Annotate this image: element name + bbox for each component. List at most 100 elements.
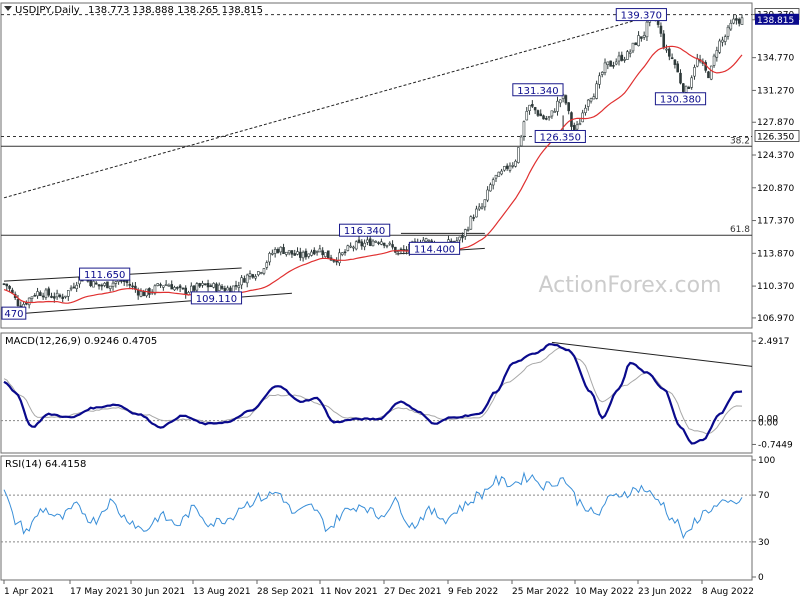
candle-body xyxy=(217,284,221,291)
level-price-box xyxy=(754,130,800,142)
candle-body xyxy=(195,283,199,291)
candle-body xyxy=(665,48,668,51)
candle-body xyxy=(61,296,65,299)
price-tick-label: 113.870 xyxy=(757,249,794,259)
candle-body xyxy=(279,246,283,253)
candle-body xyxy=(606,61,610,65)
candle-body xyxy=(262,268,266,274)
candle-body xyxy=(676,63,680,73)
candle-body xyxy=(33,295,37,297)
candle-body xyxy=(581,112,584,123)
candle-body xyxy=(558,99,562,104)
candle-body xyxy=(315,251,319,253)
date-tick-label: 25 Mar 2022 xyxy=(512,587,569,597)
price-annotation: 114.400 xyxy=(408,241,461,255)
candle-body xyxy=(89,280,92,287)
candle-body xyxy=(128,283,132,286)
candle-body xyxy=(494,174,498,179)
ohlc-values: 138.773 138.888 138.265 138.815 xyxy=(88,5,263,16)
date-tick-label: 1 Apr 2021 xyxy=(4,587,54,597)
price-tick-label: 124.370 xyxy=(757,151,794,161)
rsi-tick-label: 100 xyxy=(758,456,775,466)
level-price-label: 126.350 xyxy=(757,132,794,142)
date-tick-label: 11 Nov 2021 xyxy=(320,587,378,597)
symbol-label: USDJPY,Daily xyxy=(15,5,80,16)
candle-body xyxy=(718,40,721,53)
date-axis: 1 Apr 2021 17 May 2021 30 Jun 2021 13 Aug 2… xyxy=(3,580,754,597)
candle-body xyxy=(97,284,101,287)
candle-body xyxy=(427,239,431,242)
date-tick-label: 27 Dec 2021 xyxy=(384,587,442,597)
candle-body xyxy=(240,277,243,286)
candle-body xyxy=(310,251,313,256)
candle-body xyxy=(391,244,394,248)
macd-tick-label: -0.7449 xyxy=(758,440,793,450)
candle-body xyxy=(159,284,162,286)
annotation-text: 126.350 xyxy=(540,132,581,143)
candle-body xyxy=(66,290,70,297)
annotation-text: 131.340 xyxy=(517,86,558,97)
candle-body xyxy=(477,206,481,210)
candle-body xyxy=(572,125,576,131)
date-tick-label: 28 Sep 2021 xyxy=(257,587,314,597)
macd-line xyxy=(3,343,743,445)
candle-body xyxy=(505,165,509,169)
candle-body xyxy=(27,297,31,306)
candle-body xyxy=(637,35,640,47)
candle-body xyxy=(374,241,378,243)
candlestick-series xyxy=(2,8,744,311)
candle-body xyxy=(164,284,168,286)
current-price-label: 138.815 xyxy=(757,16,794,26)
candle-body xyxy=(385,244,389,247)
macd-tick-label: 0.00 xyxy=(758,415,778,425)
candle-body xyxy=(203,283,207,286)
date-tick-label: 9 Feb 2022 xyxy=(448,587,498,597)
price-tick-label: 127.870 xyxy=(757,118,794,128)
candle-body xyxy=(290,250,294,255)
candle-body xyxy=(480,206,484,209)
candle-body xyxy=(575,124,579,130)
candle-body xyxy=(299,251,302,258)
candle-body xyxy=(489,184,492,192)
candle-body xyxy=(670,57,674,59)
candle-body xyxy=(69,287,73,290)
price-annotation: 131.340 xyxy=(512,83,564,97)
fib-level-label: 38.2 xyxy=(730,136,750,146)
candle-body xyxy=(503,166,506,171)
candle-body xyxy=(659,25,663,34)
date-tick-label: 30 Jun 2021 xyxy=(131,587,185,597)
candle-body xyxy=(424,238,428,242)
price-annotation: 126.350 xyxy=(534,129,586,143)
candle-body xyxy=(640,36,643,39)
candle-body xyxy=(687,87,691,89)
date-tick-label: 17 May 2021 xyxy=(70,587,129,597)
annotation-text: 116.340 xyxy=(344,226,385,237)
candle-body xyxy=(522,121,526,137)
candle-body xyxy=(248,273,252,277)
candle-body xyxy=(92,281,95,288)
candle-body xyxy=(122,280,126,283)
candle-body xyxy=(136,289,140,296)
candle-body xyxy=(472,217,475,219)
rsi-tick-label: 0 xyxy=(758,573,764,583)
candle-body xyxy=(528,104,531,111)
candle-body xyxy=(735,18,738,21)
candle-body xyxy=(75,284,78,289)
candle-body xyxy=(740,17,744,25)
candle-body xyxy=(287,250,291,254)
candle-body xyxy=(145,288,148,297)
rsi-tick-label: 70 xyxy=(758,491,770,501)
candle-body xyxy=(276,249,280,253)
candle-body xyxy=(173,287,176,291)
candle-body xyxy=(215,283,218,292)
candle-body xyxy=(8,285,11,289)
candle-body xyxy=(603,62,607,73)
candle-body xyxy=(176,287,179,289)
annotation-text: 470 xyxy=(4,309,23,320)
price-annotation: 111.650 xyxy=(79,267,131,281)
candle-body xyxy=(545,118,548,120)
candle-body xyxy=(550,110,554,117)
candle-body xyxy=(589,98,593,102)
candle-body xyxy=(500,170,503,175)
candle-body xyxy=(626,51,629,60)
